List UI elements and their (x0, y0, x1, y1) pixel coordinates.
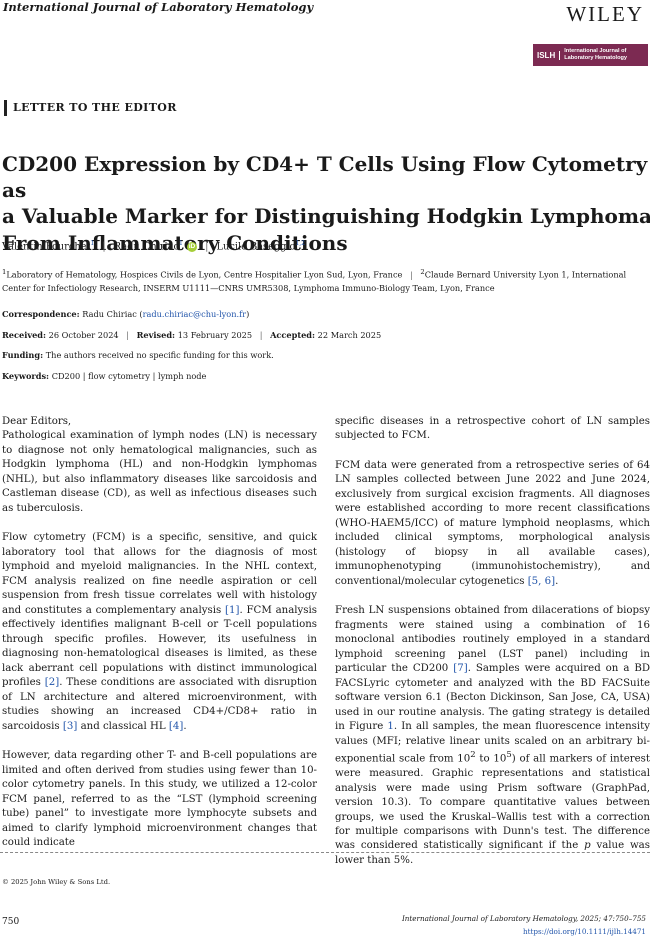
section-label: LETTER TO THE EDITOR (13, 101, 177, 114)
article-dates: Received: 26 October 2024 | Revised: 13 … (2, 330, 381, 340)
citation-link[interactable]: [3] (62, 720, 78, 732)
article-title: CD200 Expression by CD4+ T Cells Using F… (2, 151, 650, 256)
body-paragraph: FCM data were generated from a retrospec… (335, 459, 650, 589)
body-paragraph: Flow cytometry (FCM) is a specific, sens… (2, 531, 317, 734)
citation-link[interactable]: [2] (44, 677, 60, 689)
society-logo-line2: Laboratory Hematology (564, 55, 628, 61)
title-line-3: From Inflammatory Conditions (2, 230, 348, 255)
date-separator: | (126, 330, 130, 340)
funding-label: Funding: (2, 350, 44, 360)
keywords-label: Keywords: (2, 371, 50, 381)
funding-text: The authors received no specific funding… (45, 350, 274, 360)
journal-name: International Journal of Laboratory Hema… (3, 0, 314, 14)
paragraph-text: to 10 (475, 753, 507, 765)
footer-divider (0, 852, 650, 853)
paragraph-text: Pathological examination of lymph nodes … (2, 430, 317, 514)
right-column: specific diseases in a retrospective coh… (335, 415, 650, 883)
affil-sup: 2 (420, 268, 425, 276)
affil-sup: 1 (2, 268, 7, 276)
italic-p: p (584, 840, 591, 852)
paragraph-text: and classical HL (77, 720, 169, 732)
keywords: Keywords: CD200 | flow cytometry | lymph… (2, 371, 206, 381)
received-date: 26 October 2024 (48, 330, 119, 340)
accepted-date: 22 March 2025 (317, 330, 382, 340)
paragraph-text: Flow cytometry (FCM) is a specific, sens… (2, 532, 317, 616)
title-line-1: CD200 Expression by CD4+ T Cells Using F… (2, 152, 648, 203)
citation-link[interactable]: [7] (453, 663, 468, 675)
author-separator: | (205, 241, 209, 253)
superscript: 2 (470, 750, 476, 761)
body-paragraph: Fresh LN suspensions obtained from dilac… (335, 604, 650, 868)
section-marker (4, 100, 7, 116)
affil-separator: | (409, 269, 413, 280)
correspondence-name: Radu Chiriac (82, 309, 137, 319)
revised-label: Revised: (136, 330, 176, 340)
author-name[interactable]: Radu Chiriac (113, 241, 179, 253)
affiliation-2: Claude Bernard University Lyon 1, Intern… (2, 269, 627, 294)
correspondence-email-link[interactable]: radu.chiriac@chu-lyon.fr (142, 309, 247, 319)
author-separator: | (102, 241, 106, 253)
body-paragraph: However, data regarding other T- and B-c… (2, 749, 317, 850)
keywords-text: CD200 | flow cytometry | lymph node (51, 371, 207, 381)
paragraph-text: . In all samples, the mean fluorescence … (335, 721, 650, 765)
publisher-logo[interactable]: WILEY (566, 2, 644, 26)
paragraph-text: However, data regarding other T- and B-c… (2, 750, 317, 849)
paragraph-text: ) of all markers of interest were measur… (335, 753, 650, 852)
doi-link[interactable]: https://doi.org/10.1111/ijlh.14471 (522, 927, 646, 936)
author-affil-sup[interactable]: 1,2 (295, 240, 305, 247)
accepted-label: Accepted: (270, 330, 316, 340)
author-affil-sup[interactable]: 1 (90, 240, 95, 247)
author-affil-sup[interactable]: 1 (179, 240, 183, 247)
superscript: 5 (506, 750, 512, 761)
orcid-icon[interactable]: iD (186, 242, 197, 253)
author-list: Valentin Pourchet1 | Radu Chiriac1 iD | … (2, 240, 305, 253)
paragraph-text: . (555, 575, 559, 587)
paragraph-text: . FCM analysis effectively identifies ma… (2, 604, 317, 689)
figure-link[interactable]: 1 (387, 721, 394, 733)
correspondence: Correspondence: Radu Chiriac (radu.chiri… (2, 309, 250, 319)
author-name[interactable]: Valentin Pourchet (2, 241, 91, 253)
affiliation-1: Laboratory of Hematology, Hospices Civil… (6, 269, 403, 280)
affiliations: 1Laboratory of Hematology, Hospices Civi… (2, 267, 646, 295)
author-name[interactable]: Lucile Baseggio (216, 241, 296, 253)
funding: Funding: The authors received no specifi… (2, 350, 274, 360)
journal-citation: International Journal of Laboratory Hema… (401, 914, 646, 923)
paragraph-text: . These conditions are associated with d… (2, 677, 317, 732)
body-paragraph: Dear Editors, Pathological examination o… (2, 415, 317, 516)
date-separator: | (259, 330, 263, 340)
paragraph-text: specific diseases in a retrospective coh… (335, 416, 650, 442)
citation-link[interactable]: [4] (168, 720, 184, 732)
left-column: Dear Editors, Pathological examination o… (2, 415, 317, 866)
correspondence-label: Correspondence: (2, 309, 80, 319)
copyright: © 2025 John Wiley & Sons Ltd. (2, 878, 111, 886)
society-logo[interactable]: ISLH International Journal of Laboratory… (533, 44, 648, 66)
paragraph-text: . Samples were acquired on a BD FACSLyri… (335, 663, 650, 733)
salutation: Dear Editors, (2, 416, 72, 427)
title-line-2: a Valuable Marker for Distinguishing Hod… (2, 204, 650, 229)
citation-link[interactable]: [5, 6] (527, 575, 556, 587)
paragraph-text: . (183, 720, 187, 732)
society-logo-line1: International Journal of (564, 48, 627, 55)
received-label: Received: (2, 330, 47, 340)
society-logo-text: International Journal of Laboratory Hema… (560, 48, 627, 62)
paragraph-text: Fresh LN suspensions obtained from dilac… (335, 605, 650, 675)
society-logo-abbr: ISLH (533, 50, 561, 60)
body-paragraph: specific diseases in a retrospective coh… (335, 415, 650, 444)
paragraph-text: FCM data were generated from a retrospec… (335, 459, 650, 587)
page-number: 750 (2, 917, 20, 927)
revised-date: 13 February 2025 (177, 330, 253, 340)
citation-link[interactable]: [1] (225, 604, 240, 616)
paragraph-text: value was lower than 5%. (335, 840, 650, 866)
